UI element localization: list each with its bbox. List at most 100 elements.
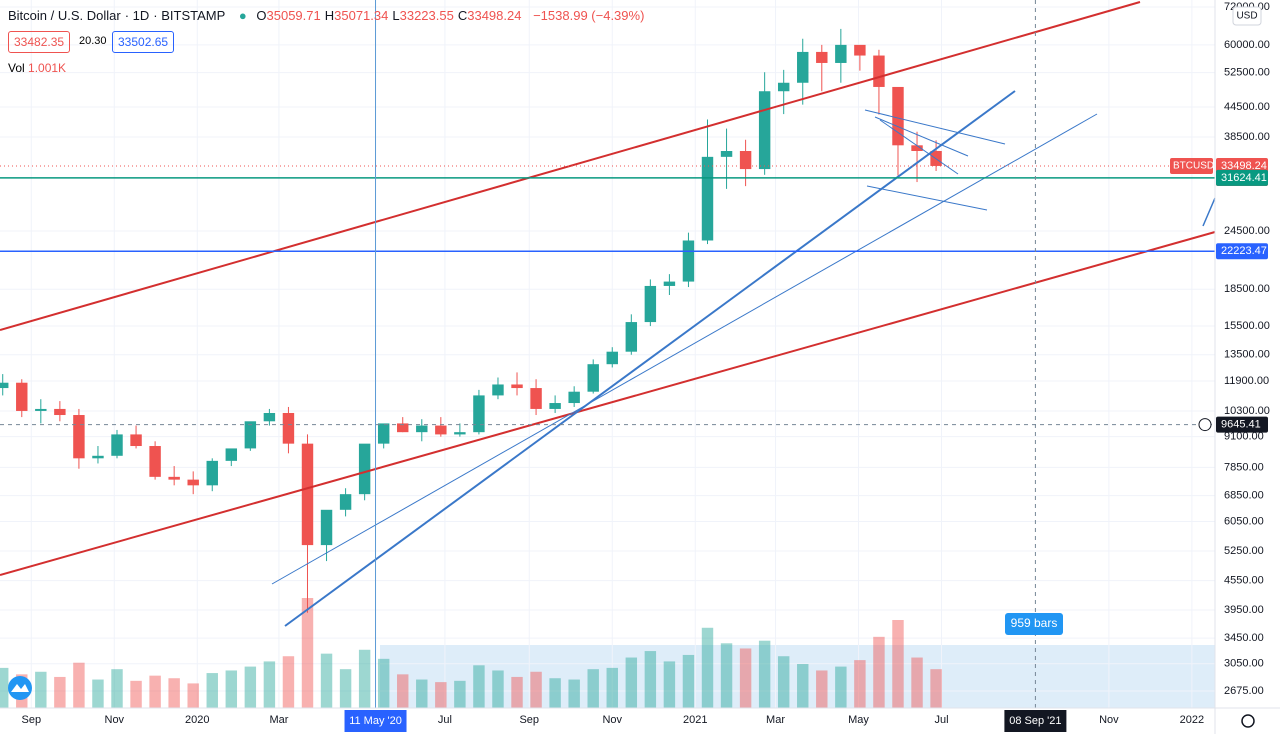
x-tick-label: Nov (1099, 714, 1119, 726)
volume-bar (492, 670, 504, 708)
volume-bar (777, 656, 790, 708)
candle-body (263, 412, 276, 422)
candle-body (606, 351, 618, 365)
crosshair-date-box (1004, 710, 1067, 732)
volume-bar (187, 683, 199, 708)
candle-body (377, 423, 390, 444)
volume-bar (530, 671, 542, 708)
volume-bar (568, 679, 580, 708)
volume-bar (301, 598, 314, 708)
volume-bar (854, 660, 866, 708)
candle-body (111, 434, 123, 456)
candle-body (549, 403, 561, 409)
trend-line (866, 185, 988, 211)
candle-body (0, 382, 9, 389)
crosshair-plus (1198, 418, 1212, 432)
volume-bar (797, 664, 809, 708)
measure-label: 959 bars (1011, 616, 1058, 630)
candle-body (358, 443, 371, 495)
ohlc-key: O (256, 8, 267, 23)
volume-bar (587, 669, 599, 708)
measure-badge (1005, 613, 1063, 635)
volume-bar (225, 670, 238, 708)
volume-bar (701, 627, 714, 708)
candle-body (720, 150, 733, 157)
x-tick-label: 2020 (185, 714, 209, 726)
candle-body (854, 44, 866, 56)
price-line-label: 22223.47 (1221, 245, 1267, 257)
volume-bar (473, 665, 485, 708)
volume-bar (625, 657, 638, 708)
candle-body (873, 55, 885, 87)
vertical-line-label: 11 May '20 (349, 715, 402, 727)
bid[interactable]: 33482.35 (8, 31, 71, 53)
candle-body (568, 391, 580, 404)
y-tick-label: 2675.00 (1224, 685, 1264, 697)
volume-bar (511, 676, 523, 708)
candle-body (187, 479, 199, 486)
volume-bar (930, 669, 942, 708)
y-tick-label: 3950.00 (1224, 604, 1264, 616)
crosshair-price: 9645.41 (1221, 418, 1261, 430)
channel-lower (0, 231, 1216, 576)
candle-body (663, 281, 676, 286)
grid (0, 0, 1215, 708)
vertical-line-label-box (344, 710, 407, 732)
volume-bar (454, 680, 466, 708)
volume-bar (682, 654, 695, 708)
channel-upper (0, 1, 1141, 331)
status-dot: ● (238, 8, 247, 23)
price-line-label-box (1216, 243, 1268, 260)
currency: USD (1236, 11, 1257, 22)
volume-bar (244, 666, 257, 708)
candle-body (625, 322, 638, 352)
currency-button[interactable] (1232, 6, 1262, 26)
candle-body (701, 156, 714, 241)
exchange: BITSTAMP (161, 8, 226, 23)
x-tick-label: Mar (269, 714, 288, 726)
candle-body (73, 415, 85, 459)
y-tick-label: 10300.00 (1224, 405, 1270, 417)
symbol: Bitcoin / U.S. Dollar (8, 8, 121, 23)
volume-bar (435, 682, 447, 708)
symbol-tag: BTCUSD (1173, 161, 1214, 172)
symbol-tag-box (1170, 157, 1213, 174)
volume-bar (892, 620, 904, 708)
trend-line (1202, 197, 1216, 227)
volume-bar (758, 640, 771, 708)
candle-body (149, 446, 161, 477)
candle-body (244, 421, 257, 449)
volume-bar (911, 657, 923, 708)
settings-icon[interactable] (1241, 714, 1255, 728)
candle-body (797, 51, 809, 83)
x-tick-label: 2021 (683, 714, 707, 726)
interval: 1D (132, 8, 150, 23)
volume-bar (0, 667, 9, 708)
ohlc-key: C (457, 8, 468, 23)
volume-bar (130, 680, 142, 708)
volume-bar (663, 661, 676, 708)
volume-bar (168, 678, 180, 708)
candle-body (16, 382, 28, 411)
candle-body (587, 364, 599, 392)
candle-body (92, 455, 104, 459)
x-tick-label: Sep (22, 714, 42, 726)
y-tick-label: 11900.00 (1224, 375, 1269, 387)
y-tick-label: 6050.00 (1224, 515, 1264, 527)
drawings (0, 1, 1216, 627)
volume-bar (549, 678, 561, 708)
crosshair-date: 08 Sep '21 (1009, 715, 1061, 727)
x-tick-label: Nov (105, 714, 125, 726)
price-line-label: 31624.41 (1221, 172, 1267, 184)
volume-bar (416, 679, 428, 708)
candle-body (339, 494, 352, 510)
trend-line (284, 90, 1016, 627)
ask[interactable]: 33502.65 (112, 31, 175, 53)
volume-value: 1.001K (28, 61, 67, 75)
volume-bar (111, 669, 123, 708)
y-tick-label: 38500.00 (1224, 131, 1270, 143)
ohlc-value: 35059.71 (266, 8, 321, 23)
volume-title: Vol (8, 61, 25, 75)
